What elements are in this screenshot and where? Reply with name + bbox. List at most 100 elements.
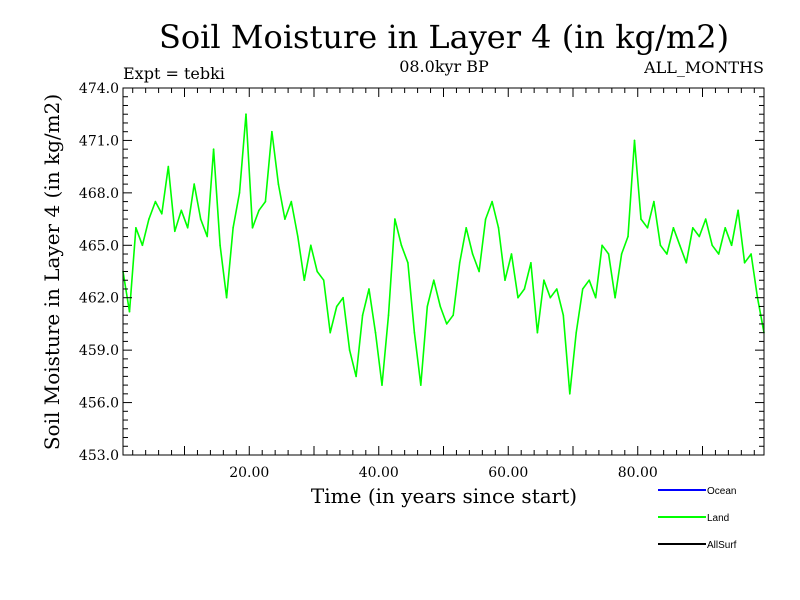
data-point — [394, 218, 396, 220]
y-tick-label: 453.0 — [79, 448, 119, 464]
data-point — [433, 279, 435, 282]
data-point — [154, 200, 157, 203]
data-point — [484, 218, 487, 220]
chart-title: Soil Moisture in Layer 4 (in kg/m2) — [159, 18, 729, 56]
data-point — [504, 279, 506, 282]
data-point — [186, 227, 189, 229]
data-point — [284, 218, 286, 220]
data-point — [698, 235, 701, 238]
data-point — [355, 375, 357, 378]
data-point — [264, 200, 267, 203]
data-point — [407, 262, 409, 264]
x-axis-label: Time (in years since start) — [311, 484, 577, 508]
period-label: 08.0kyr BP — [399, 57, 489, 76]
y-tick-label: 456.0 — [79, 396, 119, 412]
data-point — [135, 227, 137, 229]
data-point — [167, 165, 170, 168]
data-point — [387, 314, 390, 317]
data-point — [232, 227, 234, 229]
y-tick-label: 465.0 — [79, 238, 119, 254]
data-point — [212, 148, 215, 150]
data-point — [517, 296, 519, 299]
data-point — [711, 244, 713, 247]
legend-label-land: Land — [707, 513, 729, 524]
data-point — [646, 227, 649, 229]
x-axis-ticks — [132, 88, 755, 455]
data-point — [368, 288, 370, 290]
x-tick-label: 60.00 — [488, 465, 528, 481]
data-point — [251, 227, 254, 229]
data-point — [180, 209, 183, 212]
data-point — [594, 296, 597, 299]
data-point — [238, 192, 241, 194]
data-point — [659, 244, 662, 247]
data-point — [297, 235, 299, 238]
data-point — [614, 296, 616, 299]
data-point — [653, 200, 655, 203]
plot-frame — [122, 87, 765, 456]
y-axis-label: Soil Moisture in Layer 4 (in kg/m2) — [40, 94, 64, 450]
data-point — [549, 296, 552, 299]
data-point — [420, 384, 422, 386]
data-point — [128, 310, 131, 313]
data-point — [316, 270, 319, 273]
data-point — [458, 262, 461, 264]
data-point — [329, 331, 332, 334]
data-point — [348, 349, 351, 351]
data-point — [374, 331, 377, 334]
data-point — [193, 183, 195, 185]
data-point — [730, 244, 733, 247]
y-tick-label: 462.0 — [79, 291, 119, 307]
data-point — [543, 279, 545, 282]
data-point — [471, 253, 474, 255]
data-point — [588, 279, 590, 282]
x-tick-label: 80.00 — [618, 465, 658, 481]
data-point — [258, 209, 260, 212]
data-point — [225, 296, 228, 299]
data-point — [148, 218, 150, 220]
data-point — [413, 331, 416, 334]
data-point — [245, 113, 247, 115]
legend: Ocean Land AllSurf — [658, 486, 737, 551]
data-point — [750, 253, 752, 255]
data-point — [562, 314, 565, 317]
data-point — [271, 130, 273, 133]
data-point — [724, 227, 726, 229]
experiment-label: Expt = tebki — [123, 64, 225, 83]
data-point — [439, 305, 442, 308]
y-axis-tick-labels: 453.0 456.0 459.0 462.0 465.0 468.0 471.0 474.0 — [79, 81, 119, 464]
data-point — [536, 331, 539, 334]
data-point — [743, 262, 746, 264]
data-point — [569, 393, 571, 395]
data-point — [199, 218, 202, 220]
data-point — [322, 279, 325, 282]
data-point — [174, 230, 176, 233]
data-point — [523, 288, 526, 290]
data-point — [666, 253, 668, 255]
y-tick-label: 471.0 — [79, 133, 119, 149]
data-point — [627, 235, 629, 238]
data-point — [633, 139, 636, 142]
data-point — [581, 288, 584, 290]
data-point — [640, 218, 642, 220]
x-axis-tick-labels: 20.00 40.00 60.00 80.00 — [229, 465, 658, 481]
series-line-land — [122, 113, 765, 395]
data-point — [737, 209, 739, 212]
data-point — [381, 384, 383, 386]
data-point — [478, 270, 480, 273]
data-point — [206, 235, 208, 238]
data-point — [445, 323, 448, 325]
x-tick-label: 20.00 — [229, 465, 269, 481]
data-point — [141, 244, 144, 247]
y-axis-ticks — [123, 96, 764, 447]
data-point — [685, 262, 688, 264]
data-point — [679, 244, 681, 247]
months-label: ALL_MONTHS — [643, 58, 764, 77]
data-point — [530, 262, 532, 264]
data-point — [219, 244, 221, 247]
data-point — [607, 253, 610, 255]
data-point — [342, 296, 344, 299]
data-point — [601, 244, 603, 247]
plot-series — [122, 113, 765, 395]
